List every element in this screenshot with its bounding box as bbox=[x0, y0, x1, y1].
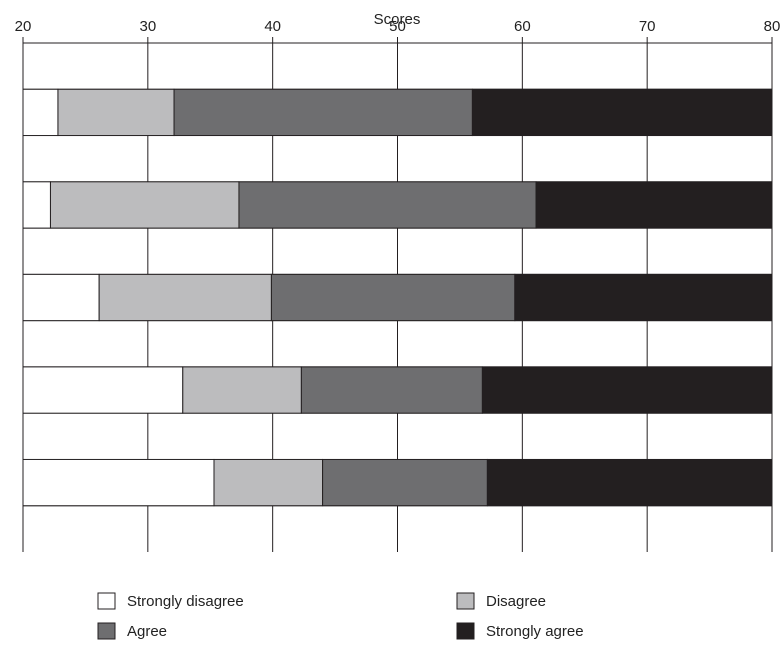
legend-swatch bbox=[97, 622, 116, 640]
x-tick-label: 80 bbox=[764, 18, 781, 35]
legend-swatch bbox=[456, 622, 475, 640]
bars bbox=[22, 88, 773, 507]
legend-swatch bbox=[456, 592, 475, 610]
bar-segment bbox=[300, 366, 483, 414]
bar-segment bbox=[471, 88, 773, 137]
x-tick-label: 70 bbox=[639, 18, 656, 35]
bar-segment bbox=[22, 181, 51, 229]
bar-segment bbox=[238, 181, 537, 229]
bar-segment bbox=[481, 366, 773, 414]
bar-segment bbox=[22, 366, 184, 414]
x-axis-ticks: 20 30 40 50 60 70 80 bbox=[15, 18, 781, 43]
bar-segment bbox=[173, 88, 473, 137]
bar-segment bbox=[486, 458, 773, 507]
x-tick-label: 30 bbox=[139, 18, 156, 35]
x-tick-label: 50 bbox=[389, 18, 406, 35]
legend-swatch bbox=[97, 592, 116, 610]
x-tick-label: 60 bbox=[514, 18, 531, 35]
bar-segment bbox=[22, 273, 100, 322]
bar-segment bbox=[270, 273, 516, 322]
bar-segment bbox=[98, 273, 272, 322]
legend-label: Strongly agree bbox=[486, 623, 584, 640]
x-tick-label: 40 bbox=[264, 18, 281, 35]
x-tick-label: 20 bbox=[15, 18, 32, 35]
bar-segment bbox=[535, 181, 773, 229]
legend-label: Strongly disagree bbox=[127, 593, 244, 610]
x-axis-title: Scores bbox=[374, 11, 421, 28]
legend-label: Disagree bbox=[486, 593, 546, 610]
bar-segment bbox=[322, 458, 488, 507]
bar-segment bbox=[22, 88, 59, 137]
bar-segment bbox=[182, 366, 302, 414]
bar-segment bbox=[57, 88, 175, 137]
bar-segment bbox=[49, 181, 240, 229]
bar-segment bbox=[213, 458, 324, 507]
legend-label: Agree bbox=[127, 623, 167, 640]
bar-segment bbox=[514, 273, 773, 322]
legend: Strongly disagree Disagree Agree Strongly a… bbox=[97, 592, 584, 640]
bar-segment bbox=[22, 458, 215, 507]
